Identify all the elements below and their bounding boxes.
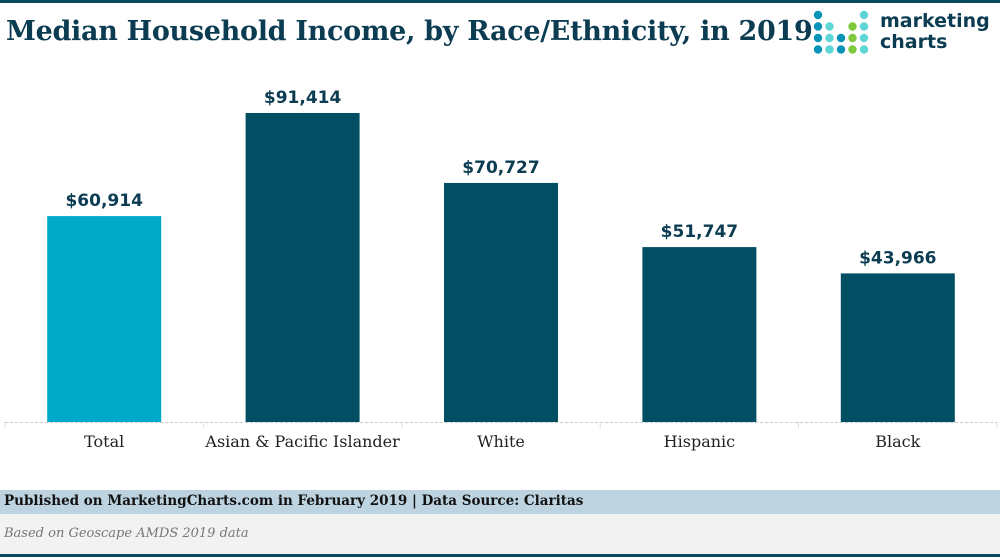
bar-total (47, 216, 162, 422)
bar-hispanic (642, 247, 757, 422)
data-label: $60,914 (65, 191, 143, 211)
x-tick-label: Total (84, 432, 124, 451)
logo-dot (848, 45, 857, 54)
footer-note-text: Based on Geoscape AMDS 2019 data (4, 526, 249, 541)
logo-dot (813, 22, 823, 31)
data-label: $70,727 (462, 158, 539, 178)
logo-dot (848, 22, 857, 31)
logo-dot (813, 33, 823, 43)
x-tick-label: Black (875, 432, 920, 451)
logo-dot (836, 45, 846, 54)
logo-dot (825, 22, 834, 31)
bar-black (840, 273, 955, 422)
logo-dot (859, 45, 869, 54)
logo-dot (848, 33, 857, 43)
top-rule (0, 0, 1000, 3)
logo-line-1: marketing (880, 10, 990, 32)
marketingcharts-logo: marketing charts (812, 8, 997, 60)
x-tick-label: White (477, 432, 525, 451)
data-label: $51,747 (661, 222, 738, 242)
logo-dot (836, 33, 846, 43)
x-tick-label: Hispanic (664, 432, 735, 451)
footer-source-band: Published on MarketingCharts.com in Febr… (0, 490, 1000, 514)
logo-dot (859, 33, 869, 43)
bar-chart: $60,914 Total $91,414 Asian & Pacific Islan… (4, 88, 998, 451)
logo-dot (825, 33, 834, 43)
footer-note-area: Based on Geoscape AMDS 2019 data (0, 514, 1000, 554)
logo-dot (813, 10, 823, 20)
logo-text: marketing charts (880, 11, 990, 53)
chart-title: Median Household Income, by Race/Ethnici… (6, 16, 813, 47)
logo-dot (813, 45, 823, 54)
logo-line-2: charts (880, 31, 948, 53)
marketingcharts-dot-grid-icon (813, 10, 869, 54)
logo-dot (825, 45, 834, 54)
x-tick-label: Asian & Pacific Islander (204, 432, 400, 451)
data-label: $43,966 (859, 248, 936, 268)
bar-asian-pacific-islander (245, 113, 360, 422)
footer-published-text: Published on MarketingCharts.com in Febr… (4, 493, 584, 509)
logo-dot (859, 10, 869, 20)
bar-white (444, 182, 558, 422)
bottom-rule (0, 554, 1000, 557)
data-label: $91,414 (264, 88, 342, 108)
logo-dot (859, 22, 869, 31)
